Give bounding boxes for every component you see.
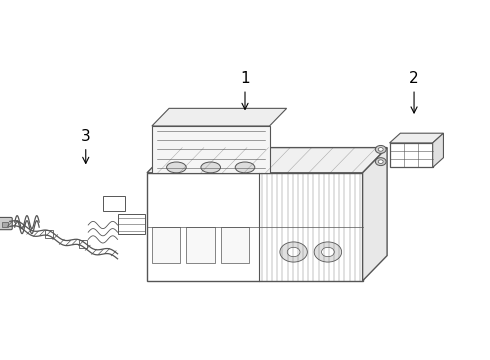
Ellipse shape: [378, 148, 383, 151]
Circle shape: [287, 247, 300, 257]
Ellipse shape: [167, 162, 186, 173]
Polygon shape: [390, 133, 443, 143]
Circle shape: [280, 242, 307, 262]
Ellipse shape: [201, 162, 220, 173]
Ellipse shape: [378, 160, 383, 163]
Polygon shape: [147, 148, 387, 173]
Bar: [147, 173, 363, 281]
Polygon shape: [152, 108, 287, 126]
Bar: [186, 227, 215, 263]
Text: 2: 2: [409, 71, 419, 113]
Bar: [152, 126, 270, 173]
Bar: [103, 196, 125, 211]
Bar: [152, 227, 180, 263]
Bar: [390, 143, 433, 167]
Circle shape: [321, 247, 334, 257]
Bar: [45, 230, 53, 238]
Ellipse shape: [375, 158, 386, 166]
Bar: [2, 222, 8, 227]
Text: 1: 1: [240, 71, 250, 109]
Circle shape: [314, 242, 342, 262]
Polygon shape: [433, 133, 443, 167]
Ellipse shape: [235, 162, 255, 173]
Text: 3: 3: [81, 129, 91, 163]
Bar: [118, 214, 145, 234]
Bar: [220, 227, 249, 263]
Bar: [79, 240, 87, 248]
Ellipse shape: [375, 145, 386, 153]
FancyBboxPatch shape: [0, 217, 12, 230]
Polygon shape: [363, 148, 387, 281]
